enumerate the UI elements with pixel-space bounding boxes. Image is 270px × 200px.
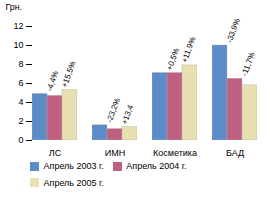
svg-text:БАД: БАД bbox=[226, 148, 244, 158]
svg-text:0: 0 bbox=[18, 135, 23, 145]
svg-text:+15,5%: +15,5% bbox=[60, 60, 78, 89]
svg-text:10: 10 bbox=[13, 40, 23, 50]
svg-text:+11,9%: +11,9% bbox=[180, 36, 198, 64]
svg-text:Грн.: Грн. bbox=[6, 2, 23, 12]
svg-text:-4,4%: -4,4% bbox=[45, 70, 61, 93]
svg-text:Косметика: Косметика bbox=[153, 148, 197, 158]
svg-text:12: 12 bbox=[13, 21, 23, 31]
html-text:Апрель 2005 г.: Апрель 2005 г. bbox=[43, 177, 104, 188]
svg-text:6: 6 bbox=[18, 78, 23, 88]
html-text:Апрель 2004 г.: Апрель 2004 г. bbox=[126, 161, 187, 172]
svg-text:8: 8 bbox=[18, 59, 23, 69]
svg-text:+13,4: +13,4 bbox=[120, 103, 136, 126]
svg-text:ИМН: ИМН bbox=[105, 148, 125, 158]
svg-text:-33,9%: -33,9% bbox=[225, 17, 242, 44]
svg-text:-23,2%: -23,2% bbox=[105, 97, 122, 124]
svg-text:2: 2 bbox=[18, 116, 23, 126]
html-text:Апрель 2003 г.: Апрель 2003 г. bbox=[43, 161, 104, 172]
svg-text:-11,7%: -11,7% bbox=[240, 51, 257, 77]
svg-text:+0,5%: +0,5% bbox=[165, 47, 181, 72]
svg-text:ЛС: ЛС bbox=[49, 148, 62, 158]
svg-text:4: 4 bbox=[18, 97, 23, 107]
